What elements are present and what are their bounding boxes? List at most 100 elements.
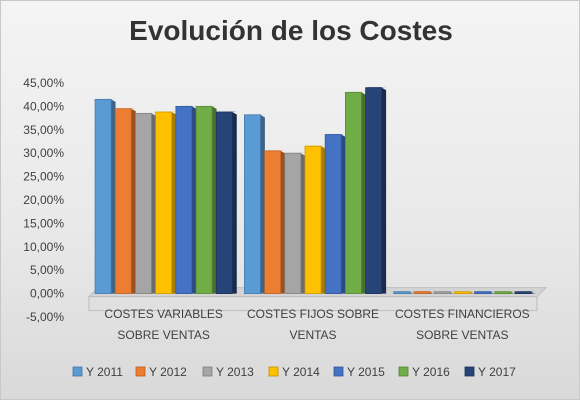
- y-tick-label: 40,00%: [23, 99, 64, 113]
- category-label: COSTES VARIABLES: [104, 307, 222, 321]
- y-tick-label: 10,00%: [23, 240, 64, 254]
- bar: [324, 133, 346, 294]
- y-tick-label: 0,00%: [30, 287, 64, 301]
- bar-side: [470, 291, 475, 295]
- bar-side: [212, 106, 217, 294]
- legend-swatch: [398, 366, 409, 377]
- y-tick-label: 5,00%: [30, 263, 64, 277]
- category-label: VENTAS: [289, 328, 336, 342]
- bar-side: [151, 113, 156, 294]
- bar-front: [195, 106, 213, 294]
- legend-item: Y 2012: [135, 365, 187, 379]
- legend-item: Y 2013: [202, 365, 254, 379]
- bar: [413, 291, 435, 295]
- bar-side: [450, 291, 455, 295]
- bar-front: [135, 113, 152, 294]
- bar-front: [474, 291, 491, 294]
- bar-front: [215, 111, 233, 294]
- bar: [284, 152, 306, 294]
- bar: [514, 291, 536, 295]
- legend-swatch: [135, 366, 146, 377]
- bar: [215, 111, 237, 294]
- bar: [114, 108, 136, 294]
- bar-front: [494, 291, 512, 294]
- bar-side: [510, 291, 516, 295]
- bar-side: [361, 92, 366, 294]
- bar-side: [409, 291, 415, 295]
- bar-front: [243, 114, 261, 294]
- legend: Y 2011 Y 2012 Y 2013 Y 2014 Y 2015 Y 2016 Y 20…: [72, 365, 516, 379]
- bar-side: [530, 291, 536, 295]
- bar-front: [264, 150, 282, 295]
- category-label: COSTES FINANCIEROS: [395, 307, 530, 321]
- category-label: COSTES FIJOS SOBRE: [247, 307, 379, 321]
- bar: [453, 291, 475, 295]
- bar: [155, 111, 177, 294]
- y-tick-label: 20,00%: [23, 193, 64, 207]
- y-tick-label: 30,00%: [23, 146, 64, 160]
- bar: [433, 291, 455, 295]
- legend-item: Y 2017: [464, 365, 516, 379]
- bar-side: [280, 150, 286, 294]
- legend-label: Y 2017: [478, 365, 516, 379]
- y-tick-label: -5,00%: [26, 310, 64, 324]
- bar: [304, 145, 326, 294]
- legend-label: Y 2015: [347, 365, 385, 379]
- legend-item: Y 2016: [398, 365, 450, 379]
- bar-front: [304, 145, 322, 294]
- bar: [393, 291, 415, 295]
- category-label: SOBRE VENTAS: [117, 328, 209, 342]
- bar: [264, 150, 286, 295]
- bar-front: [453, 291, 471, 294]
- bar-front: [114, 108, 132, 294]
- legend-label: Y 2011: [86, 365, 123, 379]
- bar-front: [155, 111, 173, 294]
- bar: [494, 291, 516, 295]
- y-tick-label: 35,00%: [23, 123, 64, 137]
- category-label: SOBRE VENTAS: [416, 328, 508, 342]
- legend-item: Y 2014: [268, 365, 320, 379]
- bars: [94, 87, 536, 295]
- bar-front: [324, 134, 342, 294]
- bar: [175, 105, 197, 294]
- bar: [94, 98, 116, 294]
- bar-side: [131, 108, 136, 294]
- legend-label: Y 2014: [282, 365, 320, 379]
- bar-side: [341, 134, 346, 294]
- bar: [195, 105, 217, 294]
- legend-swatch: [202, 366, 213, 377]
- bar: [365, 87, 387, 294]
- bar-front: [413, 291, 431, 294]
- bar-front: [433, 291, 451, 294]
- bar-side: [381, 87, 387, 294]
- bar-front: [284, 152, 302, 294]
- bar-front: [175, 106, 193, 294]
- bar: [344, 91, 366, 295]
- legend-swatch: [333, 366, 344, 377]
- legend-item: Y 2011: [72, 365, 123, 379]
- bar-side: [490, 291, 496, 295]
- legend-item: Y 2015: [333, 365, 385, 379]
- y-axis: 45,00% 40,00% 35,00% 30,00% 25,00% 20,00% 15,0…: [23, 76, 64, 324]
- bar: [474, 291, 496, 295]
- y-tick-label: 15,00%: [23, 216, 64, 230]
- legend-label: Y 2013: [216, 365, 254, 379]
- bar-front: [514, 291, 532, 294]
- legend-label: Y 2012: [149, 365, 187, 379]
- bar: [243, 114, 265, 294]
- bar-front: [393, 291, 411, 294]
- bar-front: [94, 98, 112, 294]
- floor-front: [88, 296, 538, 312]
- y-tick-label: 25,00%: [23, 170, 64, 184]
- bar-front: [365, 87, 383, 294]
- bar-side: [191, 106, 197, 294]
- bar-side: [111, 99, 116, 294]
- bar-side: [171, 112, 177, 294]
- y-tick-label: 45,00%: [23, 76, 64, 90]
- legend-swatch: [464, 366, 475, 377]
- chart-title: Evolución de los Costes: [129, 15, 453, 46]
- bar-side: [429, 291, 435, 295]
- bar-side: [321, 146, 326, 294]
